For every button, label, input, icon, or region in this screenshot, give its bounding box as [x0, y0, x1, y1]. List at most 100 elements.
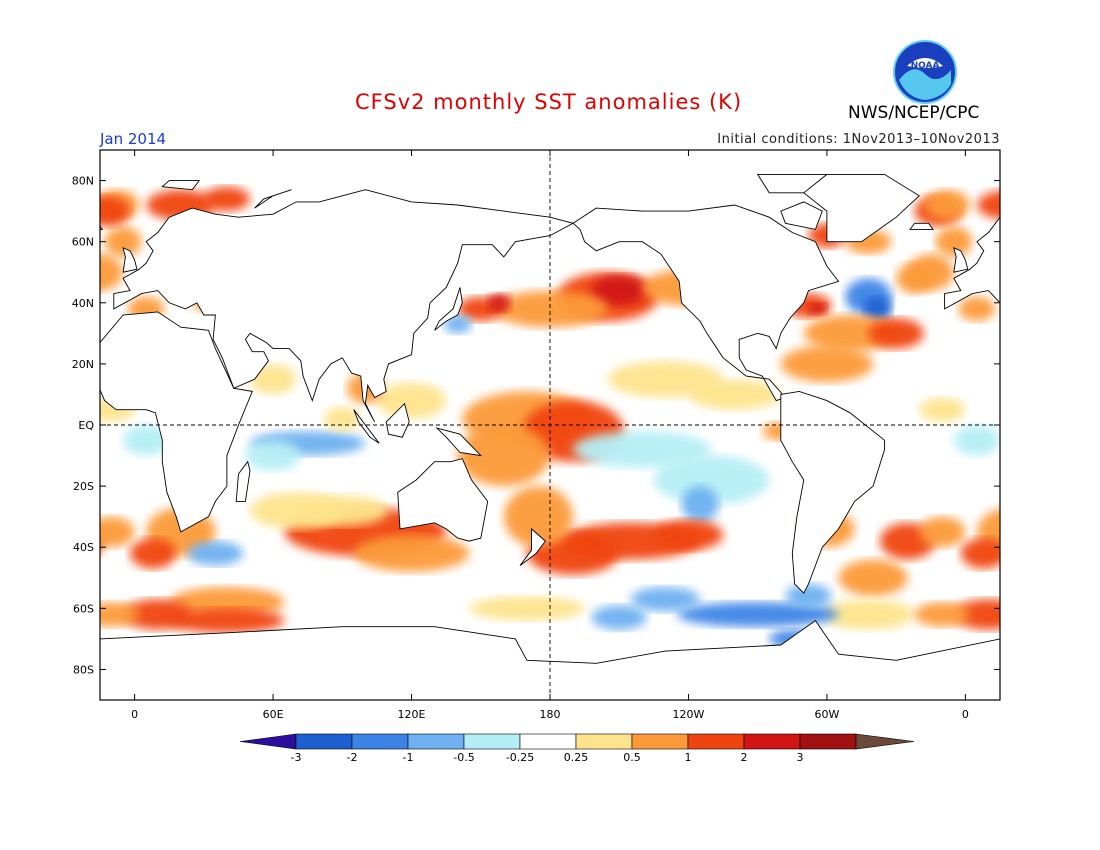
colorbar-label-7: 1	[685, 751, 692, 764]
continent-africa	[100, 311, 253, 533]
continent-borneo	[385, 402, 410, 438]
anomaly-patch-43	[469, 596, 585, 621]
anomaly-patch-30	[169, 608, 285, 633]
anomaly-patch-47	[808, 302, 827, 315]
anomaly-patch-24	[245, 440, 301, 471]
continent-new-guinea	[435, 427, 483, 457]
anomaly-patch-wrap-58	[923, 189, 971, 221]
anomaly-patch-5	[487, 293, 511, 312]
colorbar-label-6: 0.5	[623, 751, 641, 764]
lat-label-6: 40S	[73, 541, 94, 554]
forecast-month: Jan 2014	[100, 130, 167, 148]
anomaly-patch-38	[676, 602, 839, 627]
noaa-logo: NOAA	[893, 40, 957, 104]
continent-greenland	[803, 173, 920, 243]
colorbar-label-2: -1	[403, 751, 414, 764]
anomaly-patch-33	[838, 559, 908, 597]
land-masses	[100, 173, 1000, 700]
colorbar-box-3	[407, 733, 465, 750]
anomaly-patch-wrap-31	[953, 599, 1000, 630]
colorbar-label-0: -3	[291, 751, 302, 764]
colorbar-box-5	[519, 733, 577, 750]
continent-eurasia	[113, 189, 575, 423]
lat-label-1: 60N	[72, 236, 94, 249]
anomaly-patch-31	[123, 599, 193, 630]
lon-label-4: 120W	[673, 708, 705, 721]
continent-svalbard	[161, 180, 201, 191]
anomaly-patch-wrap-51	[100, 270, 103, 286]
continent-australia	[397, 458, 489, 542]
anomaly-field	[100, 186, 1000, 649]
anomaly-patch-15	[681, 486, 719, 523]
anomaly-patch-1	[591, 275, 647, 306]
agency-label: NWS/NCEP/CPC	[848, 103, 980, 123]
anomaly-patch-25	[250, 492, 343, 529]
colorbar-box-10	[799, 733, 857, 750]
lon-label-2: 120E	[398, 708, 426, 721]
anomaly-patch-19	[503, 486, 574, 548]
lat-label-7: 60S	[73, 602, 94, 615]
lat-label-3: 20N	[72, 358, 94, 371]
anomaly-patch-59	[104, 226, 142, 257]
continent-novaya-zemlya	[254, 189, 292, 209]
anomaly-patch-66	[123, 425, 170, 456]
longitude-axis: 0 60E 120E 180 120W 60W 0	[131, 150, 969, 721]
colorbar-box-9	[743, 733, 801, 750]
anomaly-patch-40	[591, 605, 647, 630]
continent-south-america	[780, 390, 886, 594]
anomaly-patch-wrap-35	[100, 516, 135, 548]
continent-sumatra	[353, 409, 380, 444]
latitude-axis: 80N 60N 40N 20N EQ 20S 40S 60S 80S	[72, 175, 1000, 676]
anomaly-patch-63	[919, 397, 966, 422]
colorbar-label-1: -2	[347, 751, 358, 764]
anomaly-patch-52	[907, 253, 954, 291]
anomaly-patch-50	[780, 345, 874, 383]
anomaly-patch-wrap-55	[100, 195, 130, 227]
initial-conditions: Initial conditions: 1Nov2013–10Nov2013	[717, 132, 1000, 147]
continent-europe-wrap	[944, 216, 1000, 310]
anomaly-patch-27	[130, 538, 177, 569]
lon-label-6: 0	[962, 708, 969, 721]
anomaly-patch-6	[443, 315, 472, 334]
anomaly-patch-14	[653, 455, 770, 505]
continent-uk	[122, 247, 138, 273]
anomaly-patch-39	[630, 586, 701, 612]
anomaly-patch-28	[187, 541, 244, 566]
colorbar-box-8	[687, 733, 745, 750]
anomaly-patch-32	[100, 602, 140, 627]
anomaly-patch-wrap-52	[100, 253, 124, 291]
colorbar-box-2	[351, 733, 409, 750]
anomaly-patch-10	[376, 382, 447, 419]
continent-north-america	[572, 204, 840, 402]
anomaly-patch-wrap-27	[960, 538, 1000, 569]
noaa-logo-text: NOAA	[911, 61, 940, 71]
anomaly-patch-48	[803, 315, 897, 352]
colorbar-box-7	[631, 733, 689, 750]
anomaly-patch-12	[688, 379, 781, 410]
lat-label-0: 80N	[72, 175, 94, 188]
continent-uk-wrap	[953, 247, 969, 273]
anomaly-patch-69	[250, 363, 297, 395]
anomaly-patch-57	[203, 186, 250, 212]
anomaly-patch-35	[919, 516, 966, 548]
colorbar-label-9: 3	[797, 751, 804, 764]
colorbar-box-6	[575, 733, 633, 750]
colorbar-box-1	[295, 733, 353, 750]
anomaly-patch-18	[653, 519, 724, 551]
lon-label-0: 0	[131, 708, 138, 721]
continent-japan	[434, 287, 463, 331]
colorbar: -3 -2 -1 -0.5 -0.25 0.25 0.5 1 2 3	[239, 733, 915, 764]
colorbar-lower-arrow	[239, 733, 297, 750]
anomaly-patch-49	[868, 318, 924, 349]
anomaly-patch-68	[323, 406, 361, 432]
anomaly-patch-29	[169, 586, 285, 618]
continent-ellesmere	[756, 173, 829, 194]
anomaly-patch-13	[573, 431, 712, 468]
anomaly-patch-45	[863, 296, 892, 322]
chart-title: CFSv2 monthly SST anomalies (K)	[355, 90, 743, 114]
reference-lines	[100, 150, 1000, 700]
lon-label-5: 60W	[814, 708, 839, 721]
lon-label-3: 180	[540, 708, 561, 721]
anomaly-patch-37	[822, 599, 915, 630]
continent-antarctica	[100, 619, 1000, 700]
